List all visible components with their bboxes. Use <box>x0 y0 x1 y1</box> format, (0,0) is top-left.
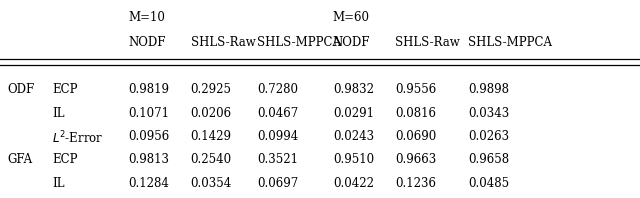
Text: $L^2$-Error: $L^2$-Error <box>52 130 104 147</box>
Text: 0.1429: 0.1429 <box>191 130 232 143</box>
Text: 0.2925: 0.2925 <box>191 83 232 96</box>
Text: NODF: NODF <box>128 36 166 49</box>
Text: 0.0343: 0.0343 <box>468 107 509 120</box>
Text: 0.0816: 0.0816 <box>395 107 436 120</box>
Text: IL: IL <box>52 177 65 190</box>
Text: ECP: ECP <box>52 153 78 166</box>
Text: ODF: ODF <box>8 83 35 96</box>
Text: 0.0291: 0.0291 <box>333 107 374 120</box>
Text: NODF: NODF <box>333 36 371 49</box>
Text: 0.9510: 0.9510 <box>333 153 374 166</box>
Text: 0.0690: 0.0690 <box>395 130 436 143</box>
Text: 0.0263: 0.0263 <box>468 130 509 143</box>
Text: 0.0354: 0.0354 <box>191 177 232 190</box>
Text: SHLS-MPPCA: SHLS-MPPCA <box>257 36 341 49</box>
Text: 0.0467: 0.0467 <box>257 107 298 120</box>
Text: 0.7280: 0.7280 <box>257 83 298 96</box>
Text: 0.0485: 0.0485 <box>468 177 509 190</box>
Text: 0.0422: 0.0422 <box>333 177 374 190</box>
Text: 0.0994: 0.0994 <box>257 130 298 143</box>
Text: 0.9819: 0.9819 <box>128 83 169 96</box>
Text: 0.0956: 0.0956 <box>128 130 169 143</box>
Text: 0.1284: 0.1284 <box>128 177 169 190</box>
Text: 0.2540: 0.2540 <box>191 153 232 166</box>
Text: 0.9658: 0.9658 <box>468 153 509 166</box>
Text: M=10: M=10 <box>128 11 165 24</box>
Text: 0.0243: 0.0243 <box>333 130 374 143</box>
Text: 0.9663: 0.9663 <box>395 153 436 166</box>
Text: M=60: M=60 <box>333 11 370 24</box>
Text: 0.9898: 0.9898 <box>468 83 509 96</box>
Text: SHLS-MPPCA: SHLS-MPPCA <box>468 36 552 49</box>
Text: 0.9556: 0.9556 <box>395 83 436 96</box>
Text: ECP: ECP <box>52 83 78 96</box>
Text: SHLS-Raw: SHLS-Raw <box>191 36 255 49</box>
Text: 0.1071: 0.1071 <box>128 107 169 120</box>
Text: SHLS-Raw: SHLS-Raw <box>395 36 460 49</box>
Text: 0.1236: 0.1236 <box>395 177 436 190</box>
Text: GFA: GFA <box>8 153 33 166</box>
Text: 0.9813: 0.9813 <box>128 153 169 166</box>
Text: 0.0206: 0.0206 <box>191 107 232 120</box>
Text: 0.3521: 0.3521 <box>257 153 298 166</box>
Text: 0.9832: 0.9832 <box>333 83 374 96</box>
Text: 0.0697: 0.0697 <box>257 177 298 190</box>
Text: IL: IL <box>52 107 65 120</box>
